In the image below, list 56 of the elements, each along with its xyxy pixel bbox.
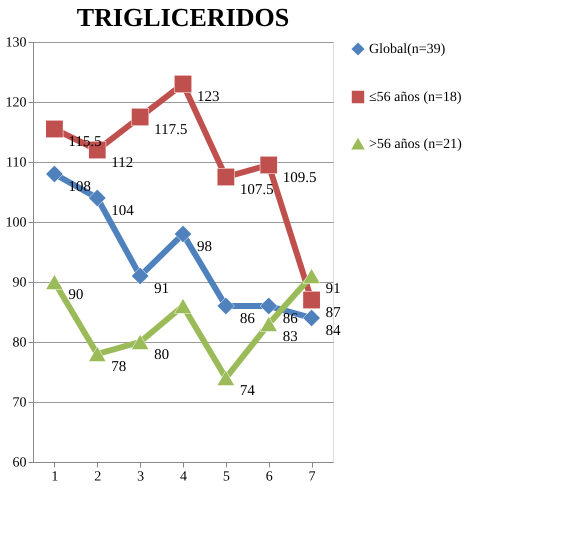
- y-tick-label: 70: [12, 396, 26, 410]
- point: [131, 108, 150, 126]
- y-tick-label: 80: [12, 336, 26, 350]
- y-tick-label: 60: [12, 456, 26, 470]
- y-tick-label: 130: [6, 36, 26, 50]
- data-label: 86: [240, 311, 256, 327]
- point: [131, 334, 150, 350]
- chart-title: TRIGLICERIDOS: [76, 3, 290, 32]
- data-label: 104: [111, 203, 134, 219]
- point: [88, 346, 106, 362]
- point: [302, 291, 320, 309]
- data-label: 112: [111, 155, 134, 171]
- point: [46, 165, 64, 183]
- data-label: 117.5: [154, 122, 188, 138]
- point: [260, 297, 278, 315]
- point: [260, 156, 278, 174]
- data-label: 86: [282, 311, 298, 327]
- point: [216, 370, 235, 386]
- data-label: 109.5: [282, 170, 316, 186]
- data-label: 107.5: [240, 182, 274, 198]
- y-tick-label: 100: [6, 216, 26, 230]
- y-tick-label: 110: [6, 156, 26, 170]
- data-label: 83: [282, 329, 298, 345]
- x-tick-label: 5: [222, 470, 230, 484]
- data-label: 74: [240, 383, 256, 399]
- data-label: 78: [111, 359, 126, 375]
- data-label: 98: [197, 239, 212, 255]
- data-label: 91: [154, 281, 170, 297]
- legend-label: >56 años (n=21): [369, 137, 462, 152]
- y-tick-label: 90: [12, 276, 26, 290]
- x-tick-label: 3: [137, 470, 144, 484]
- point: [260, 316, 278, 332]
- x-tick-label: 6: [266, 470, 273, 484]
- data-label: 123: [197, 89, 220, 105]
- point: [131, 267, 150, 285]
- point: [302, 309, 320, 327]
- point: [174, 75, 192, 93]
- x-tick-label: 4: [180, 470, 187, 484]
- point: [46, 274, 64, 290]
- point: [216, 297, 235, 315]
- x-tick-label: 2: [94, 470, 102, 484]
- data-label: 84: [326, 323, 342, 339]
- point: [46, 120, 64, 138]
- point: [302, 268, 320, 284]
- data-label: 91: [326, 281, 341, 297]
- x-tick-label: 7: [308, 470, 316, 484]
- y-tick-label: 120: [6, 96, 26, 110]
- point: [174, 225, 192, 243]
- data-label: 90: [68, 287, 84, 303]
- point: [216, 168, 235, 186]
- x-tick-label: 1: [51, 470, 58, 484]
- legend-label: Global(n=39): [369, 42, 446, 57]
- data-label: 87: [326, 305, 342, 321]
- data-label: 80: [154, 347, 170, 363]
- point: [174, 298, 192, 314]
- legend-label: ≤56 años (n=18): [369, 90, 462, 105]
